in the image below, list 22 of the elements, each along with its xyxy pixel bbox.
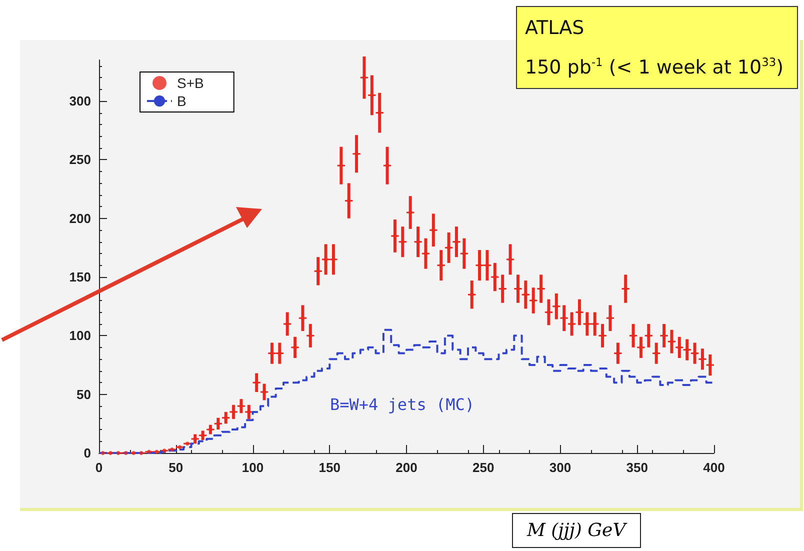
x-tick-label: 200 (396, 460, 418, 475)
x-tick-label: 400 (703, 460, 725, 475)
y-tick-label: 300 (69, 94, 91, 109)
legend-label: B (177, 93, 186, 109)
y-tick-label: 50 (76, 386, 91, 402)
y-tick-label: 250 (69, 152, 91, 168)
y-tick-label: 100 (69, 328, 91, 344)
x-tick-label: 0 (95, 460, 103, 475)
x-tick-label: 300 (549, 460, 572, 475)
annotation: B=W+4 jets (MC) (330, 395, 474, 414)
x-tick-label: 350 (626, 460, 648, 475)
x-tick-label: 50 (168, 460, 184, 475)
x-tick-label: 150 (318, 460, 340, 475)
x-tick-label: 250 (472, 460, 494, 475)
y-tick-label: 0 (84, 446, 91, 460)
legend-label: S+B (177, 75, 204, 91)
y-tick-label: 200 (69, 210, 91, 226)
x-axis-title: M (jjj) GeV (512, 513, 641, 548)
annotation: 150 pb$^{-1}$ (< 1 week at 10$^{33}$) (525, 54, 785, 80)
y-tick-label: 150 (69, 270, 91, 285)
x-tick-label: 100 (242, 460, 264, 475)
text-box: ATLAS 150 pb$^{-1}$ (< 1 week at 10$^{33}$) (516, 6, 798, 90)
